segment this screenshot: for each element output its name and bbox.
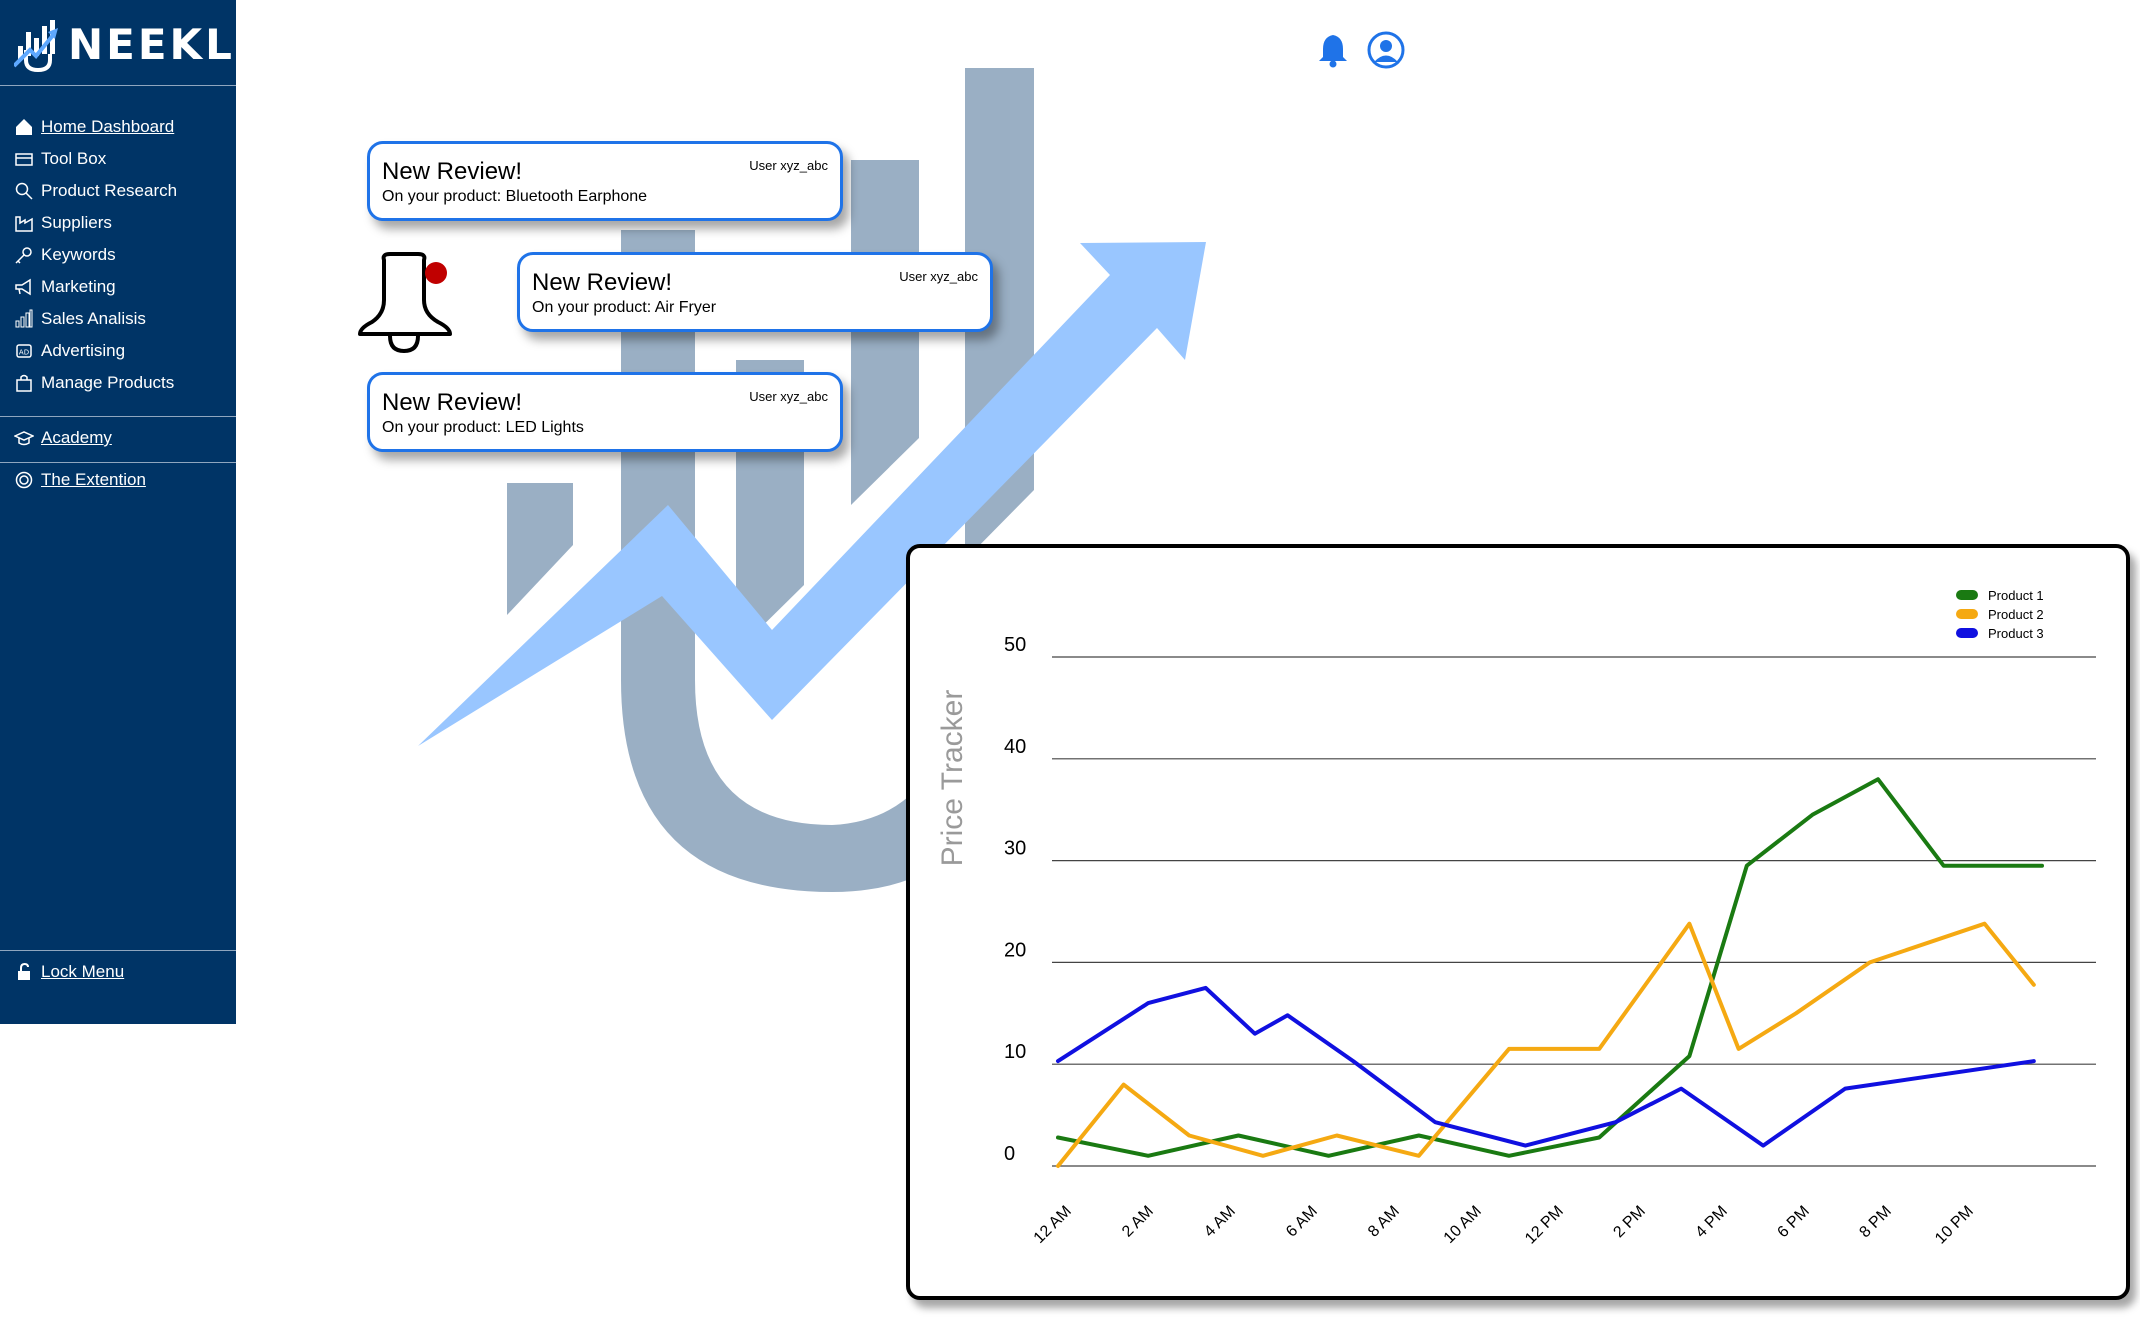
notification-user: User xyz_abc — [899, 269, 978, 284]
sidebar-item-label: Manage Products — [41, 373, 175, 392]
notification-user: User xyz_abc — [749, 158, 828, 173]
notification-card[interactable]: New Review! On your product: LED Lights … — [367, 372, 843, 452]
megaphone-icon — [15, 278, 31, 296]
sidebar-divider — [0, 462, 236, 463]
sidebar-item-extension[interactable]: The Extention — [14, 467, 146, 493]
sidebar-item-tool-box[interactable]: Tool Box — [14, 146, 106, 172]
notification-card[interactable]: New Review! On your product: Bluetooth E… — [367, 141, 843, 221]
notification-title: New Review! — [382, 158, 523, 185]
ad-icon: AD — [16, 344, 32, 358]
y-tick-label: 10 — [1004, 1041, 1026, 1063]
series-line-product-1 — [1056, 777, 2044, 1158]
chart-legend: Product 1 Product 2 Product 3 — [1956, 588, 2044, 641]
y-tick-label: 30 — [1004, 838, 1026, 860]
y-tick-label: 50 — [1004, 634, 1026, 656]
home-icon — [16, 119, 32, 135]
price-tracker-chart: 0 10 20 30 40 50 12 AM 2 AM 4 AM 6 AM 8 AM 10 AM 12… — [906, 544, 2130, 1300]
x-tick-label: 10 AM — [1441, 1203, 1485, 1247]
sidebar-item-sales-analisis[interactable]: Sales Analisis — [14, 306, 146, 332]
bar-chart-icon — [15, 309, 33, 328]
y-tick-label: 20 — [1004, 939, 1026, 961]
svg-text:AD: AD — [19, 349, 29, 357]
legend-label: Product 3 — [1988, 626, 2044, 641]
sidebar-item-product-research[interactable]: Product Research — [14, 178, 177, 204]
x-tick-label: 8 PM — [1856, 1203, 1894, 1241]
sidebar-item-label: Home Dashboard — [41, 117, 175, 136]
neekli-logo-icon — [14, 20, 58, 72]
sidebar-item-label: Marketing — [41, 277, 116, 296]
sidebar-item-academy[interactable]: Academy — [14, 425, 112, 451]
x-tick-label: 4 PM — [1692, 1203, 1730, 1241]
y-tick-label: 0 — [1004, 1143, 1015, 1165]
bell-icon[interactable] — [1317, 32, 1349, 68]
x-tick-label: 12 AM — [1031, 1203, 1075, 1247]
legend-label: Product 2 — [1988, 607, 2044, 622]
lock-menu-label: Lock Menu — [41, 962, 125, 981]
shopping-bag-icon — [16, 374, 32, 392]
notification-card[interactable]: New Review! On your product: Air Fryer U… — [517, 252, 993, 332]
sidebar-item-label: Keywords — [41, 245, 116, 264]
sidebar-item-label: Advertising — [41, 341, 126, 360]
graduation-cap-icon — [14, 431, 34, 446]
factory-icon — [15, 216, 33, 232]
x-axis: 12 AM 2 AM 4 AM 6 AM 8 AM 10 AM 12 PM 2 PM 4 PM 6… — [1031, 1203, 1977, 1248]
x-tick-label: 2 PM — [1610, 1203, 1648, 1241]
series-line-product-2 — [1056, 921, 2036, 1168]
notification-subtitle: On your product: LED Lights — [382, 419, 584, 436]
extension-icon — [15, 471, 33, 489]
notification-title: New Review! — [382, 389, 523, 416]
sidebar-item-label: The Extention — [41, 470, 146, 489]
legend-swatch — [1956, 590, 1978, 600]
notification-user: User xyz_abc — [749, 389, 828, 404]
sidebar-divider — [0, 416, 236, 417]
sidebar-item-home-dashboard[interactable]: Home Dashboard — [14, 114, 174, 140]
notification-subtitle: On your product: Air Fryer — [532, 299, 717, 316]
lock-icon — [18, 962, 30, 980]
sidebar-item-manage-products[interactable]: Manage Products — [14, 370, 174, 396]
series-line-product-3 — [1056, 985, 2036, 1148]
y-axis: 0 10 20 30 40 50 — [1004, 634, 1026, 1165]
legend-swatch — [1956, 628, 1978, 638]
x-tick-label: 8 AM — [1365, 1203, 1403, 1241]
sidebar-item-label: Suppliers — [41, 213, 112, 232]
x-tick-label: 6 AM — [1283, 1203, 1321, 1241]
sidebar-divider — [0, 85, 236, 86]
x-tick-label: 12 PM — [1522, 1203, 1567, 1248]
sidebar-item-suppliers[interactable]: Suppliers — [14, 210, 112, 236]
user-circle-icon[interactable] — [1367, 31, 1405, 69]
notification-subtitle: On your product: Bluetooth Earphone — [382, 188, 648, 205]
sidebar-item-label: Product Research — [41, 181, 178, 200]
notification-bell-icon — [358, 252, 452, 354]
toolbox-icon — [15, 153, 33, 166]
y-tick-label: 40 — [1004, 736, 1026, 758]
chart-series — [1056, 777, 2044, 1168]
sidebar-item-keywords[interactable]: Keywords — [14, 242, 116, 268]
x-tick-label: 2 AM — [1119, 1203, 1157, 1241]
sidebar-item-advertising[interactable]: AD Advertising — [14, 338, 125, 364]
x-tick-label: 6 PM — [1774, 1203, 1812, 1241]
sidebar: NEEKLI Home Dashboard Tool Box Product R… — [0, 0, 250, 1024]
lock-menu-button[interactable]: Lock Menu — [14, 959, 124, 985]
key-icon — [15, 247, 32, 264]
legend-swatch — [1956, 609, 1978, 619]
brand-logo[interactable]: NEEKLI — [14, 12, 253, 76]
x-tick-label: 4 AM — [1201, 1203, 1239, 1241]
notification-title: New Review! — [532, 269, 673, 296]
sidebar-item-label: Sales Analisis — [41, 309, 146, 328]
sidebar-item-label: Academy — [41, 428, 112, 447]
y-axis-label: Price Tracker — [936, 690, 969, 867]
legend-label: Product 1 — [1988, 588, 2044, 603]
sidebar-item-label: Tool Box — [41, 149, 107, 168]
sidebar-divider — [0, 950, 236, 951]
brand-name: NEEKLI — [68, 19, 254, 69]
chart-grid — [1052, 656, 2096, 1167]
search-icon — [15, 182, 33, 200]
sidebar-item-marketing[interactable]: Marketing — [14, 274, 116, 300]
x-tick-label: 10 PM — [1932, 1203, 1977, 1248]
